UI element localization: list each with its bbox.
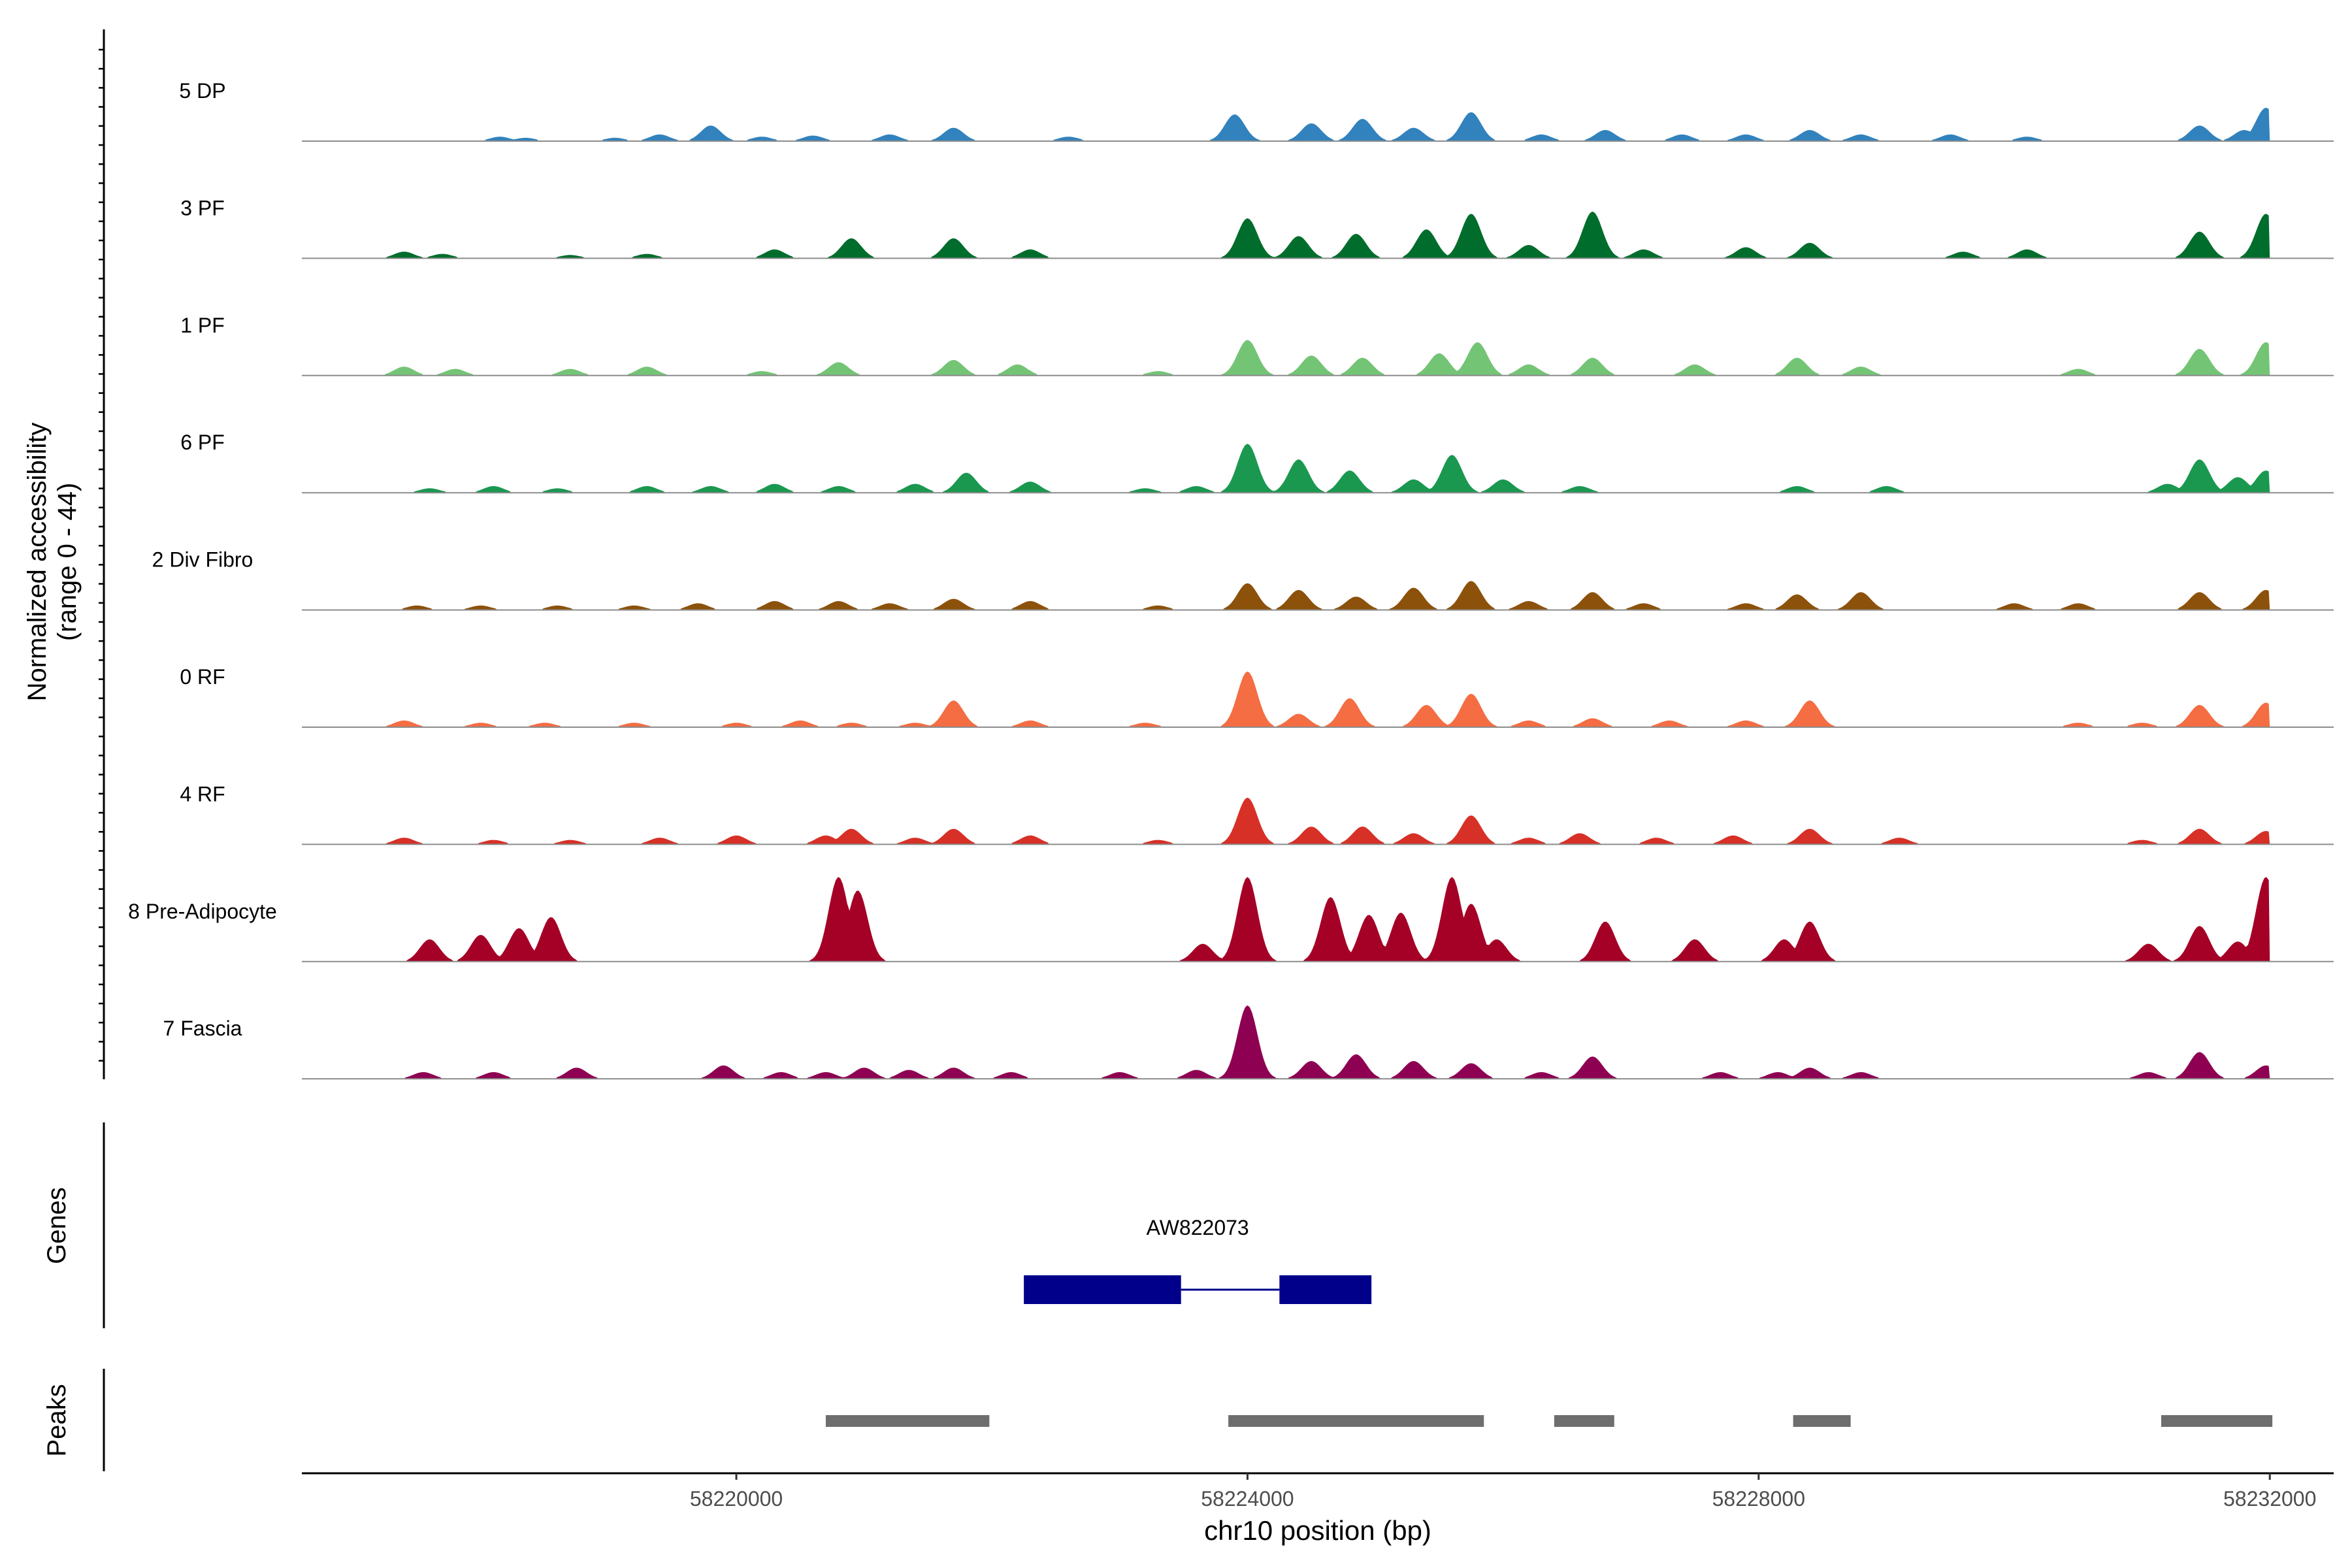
gene-exon <box>1024 1275 1181 1304</box>
track-label: 5 DP <box>179 79 225 103</box>
x-axis-label: chr10 position (bp) <box>1204 1515 1431 1546</box>
y-axis <box>99 29 105 1079</box>
peak-region <box>1228 1415 1484 1427</box>
peak-regions <box>825 1415 2273 1427</box>
track-label: 3 PF <box>180 196 225 220</box>
track-label: 0 RF <box>180 665 225 689</box>
track-label: 1 PF <box>180 314 225 337</box>
coverage-area-6 <box>385 671 2270 727</box>
gene-name-label: AW822073 <box>1147 1216 1249 1239</box>
coverage-area-7 <box>385 797 2270 845</box>
track-label: 8 Pre-Adipocyte <box>128 900 277 923</box>
peak-region <box>1554 1415 1614 1427</box>
peak-region <box>825 1415 990 1427</box>
peak-region <box>2161 1415 2273 1427</box>
y-axis-label: Normalized accessibility <box>23 423 52 702</box>
genes-panel-label: Genes <box>42 1187 71 1264</box>
coverage-tracks: 5 DP 3 PF 1 PF 6 PF 2 Div Fibro 0 RF 4 RF 8 Pre… <box>128 79 2334 1080</box>
x-axis-ticks: 58220000 58224000 58228000 58232000 <box>690 1473 2316 1511</box>
gene-model: AW822073 <box>1024 1216 1372 1304</box>
peak-region <box>1793 1415 1851 1427</box>
coverage-area-2 <box>385 211 2270 259</box>
coverage-area-5 <box>385 581 2270 610</box>
track-label: 7 Fascia <box>163 1017 242 1040</box>
x-tick-label: 58228000 <box>1712 1487 1805 1511</box>
coverage-area-1 <box>385 107 2270 141</box>
coverage-area-9 <box>385 1005 2270 1079</box>
x-tick-label: 58224000 <box>1201 1487 1294 1511</box>
coverage-area-3 <box>385 340 2270 376</box>
track-label: 6 PF <box>180 431 225 454</box>
track-label: 2 Div Fibro <box>152 548 253 572</box>
coverage-area-4 <box>385 444 2270 493</box>
x-tick-label: 58232000 <box>2223 1487 2316 1511</box>
y-axis-label-range: (range 0 - 44) <box>53 483 82 641</box>
x-tick-label: 58220000 <box>690 1487 783 1511</box>
gene-exon <box>1279 1275 1372 1304</box>
coverage-area-8 <box>385 877 2270 962</box>
track-label: 4 RF <box>180 782 225 806</box>
peaks-panel-label: Peaks <box>42 1384 71 1456</box>
